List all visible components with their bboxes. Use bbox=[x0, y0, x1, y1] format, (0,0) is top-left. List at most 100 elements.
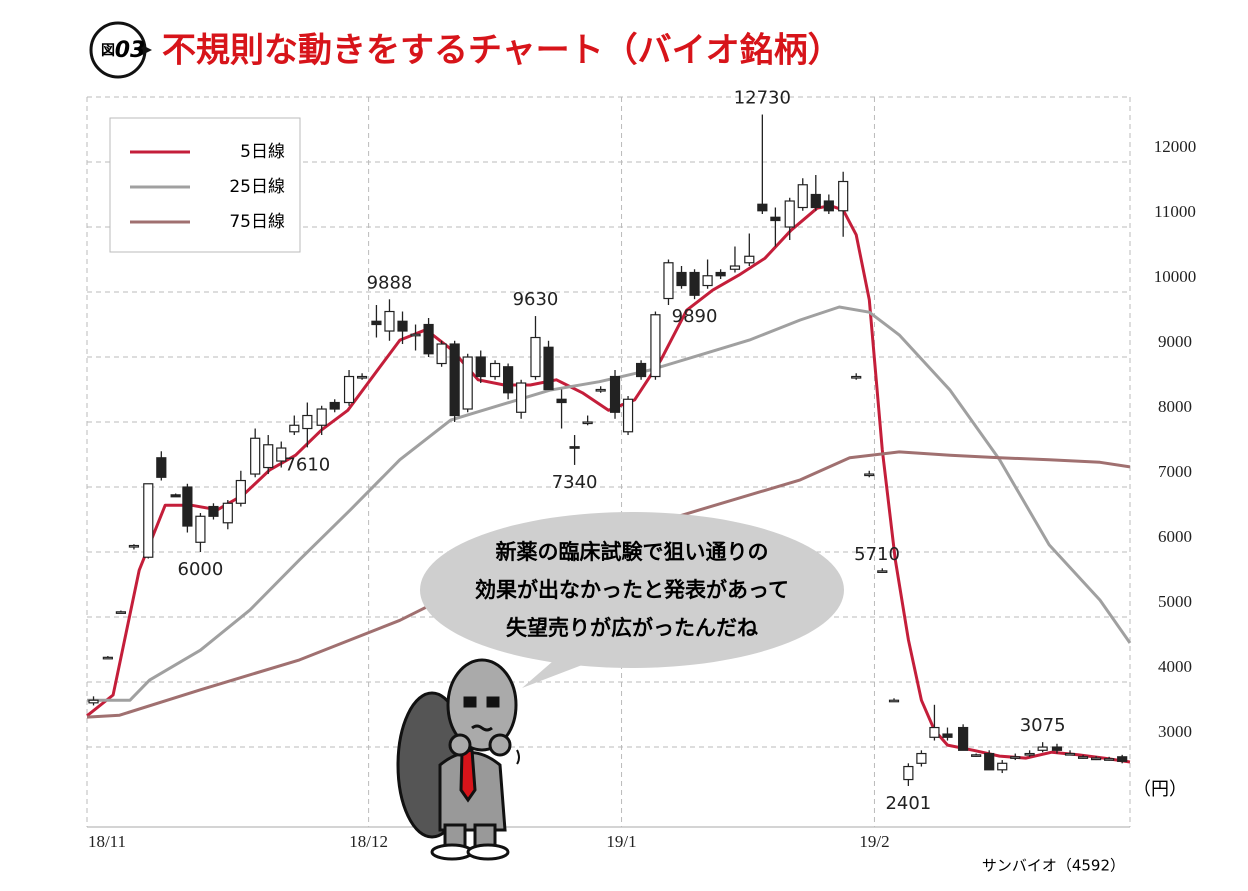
candle-body bbox=[971, 754, 982, 757]
shoe bbox=[466, 843, 510, 861]
candle-body bbox=[543, 346, 554, 391]
legend-label: 25日線 bbox=[229, 177, 285, 197]
candle-body bbox=[838, 180, 849, 212]
y-tick-label: 4000 bbox=[1158, 657, 1192, 676]
candle-body bbox=[556, 398, 567, 404]
candle-body bbox=[903, 765, 914, 781]
candle-body bbox=[276, 447, 287, 462]
candle-body bbox=[1117, 756, 1128, 762]
candle-body bbox=[797, 184, 808, 209]
candle-body bbox=[888, 699, 900, 703]
candle-body bbox=[143, 483, 154, 558]
candle-body bbox=[397, 320, 408, 332]
candle-body bbox=[1010, 756, 1021, 759]
candle-body bbox=[436, 343, 447, 365]
candle-body bbox=[595, 388, 606, 392]
y-tick-label: 12000 bbox=[1154, 137, 1197, 156]
candle-body bbox=[663, 262, 674, 300]
x-tick-label: 19/2 bbox=[859, 832, 889, 851]
shoe bbox=[430, 843, 474, 861]
candle-body bbox=[997, 762, 1008, 771]
candle-body bbox=[156, 457, 167, 478]
candle-body bbox=[102, 656, 113, 660]
candle-body bbox=[530, 336, 541, 378]
y-tick-label: 9000 bbox=[1158, 332, 1192, 351]
candle-body bbox=[128, 544, 140, 548]
annotation: 6000 bbox=[178, 559, 224, 580]
candle-body bbox=[343, 375, 355, 404]
candle-body bbox=[929, 726, 940, 738]
ma-line bbox=[86, 204, 1131, 764]
head bbox=[446, 658, 518, 752]
candle-body bbox=[715, 271, 726, 277]
candle-body bbox=[263, 444, 274, 469]
candle-body bbox=[770, 216, 781, 222]
candle-body bbox=[877, 570, 888, 573]
x-tick-label: 19/1 bbox=[606, 832, 636, 851]
candle-body bbox=[984, 752, 995, 771]
candle-body bbox=[489, 362, 501, 378]
annotation: 2401 bbox=[885, 793, 931, 814]
annotation: 9888 bbox=[367, 272, 413, 293]
candle-body bbox=[195, 515, 206, 543]
x-tick-label: 18/12 bbox=[349, 832, 388, 851]
candle-body bbox=[235, 479, 246, 504]
candle-body bbox=[1024, 752, 1035, 756]
source: サンバイオ（4592） bbox=[982, 857, 1125, 875]
y-tick-label: 3000 bbox=[1158, 722, 1192, 741]
candle-body bbox=[302, 414, 313, 430]
candle-body bbox=[182, 486, 193, 527]
eye bbox=[463, 696, 477, 708]
candle-body bbox=[1077, 756, 1089, 759]
candle-body bbox=[356, 375, 368, 379]
candle-body bbox=[676, 271, 687, 287]
candle-body bbox=[958, 726, 969, 751]
candle-body bbox=[569, 446, 580, 449]
candle-body bbox=[250, 437, 261, 475]
annotation: 5710 bbox=[854, 544, 900, 565]
badge-arrow bbox=[140, 44, 152, 56]
candle-body bbox=[864, 473, 875, 477]
y-tick-label: 7000 bbox=[1158, 462, 1192, 481]
candle-body bbox=[609, 375, 621, 413]
ma-line bbox=[86, 450, 1131, 719]
candle-body bbox=[582, 421, 593, 425]
speech-bubble: 新薬の臨床試験で狙い通りの 効果が出なかったと発表があって 失望売りが広がったん… bbox=[420, 512, 844, 688]
candle-body bbox=[1064, 752, 1076, 756]
candle-body bbox=[744, 255, 755, 264]
candle-body bbox=[851, 375, 862, 379]
candle-body bbox=[942, 733, 953, 738]
legend-label: 75日線 bbox=[229, 212, 285, 232]
candle-body bbox=[916, 752, 927, 764]
candle-body bbox=[650, 314, 661, 378]
bubble-text: 失望売りが広がったんだね bbox=[506, 616, 758, 640]
eye bbox=[486, 696, 500, 708]
candle-body bbox=[729, 265, 741, 270]
candle-body bbox=[384, 310, 395, 332]
sweat bbox=[516, 749, 520, 765]
candle-body bbox=[1091, 757, 1102, 761]
candle-body bbox=[410, 333, 421, 337]
candles bbox=[88, 114, 1128, 786]
y-tick-label: 11000 bbox=[1154, 202, 1196, 221]
candle-body bbox=[784, 200, 795, 228]
tie bbox=[459, 748, 477, 803]
bubble-text: 新薬の臨床試験で狙い通りの bbox=[496, 540, 769, 564]
candle-body bbox=[622, 398, 634, 433]
annotation: 9890 bbox=[672, 306, 718, 327]
annotation: 7610 bbox=[284, 454, 330, 475]
legend-label: 5日線 bbox=[240, 142, 285, 162]
annotation: 9630 bbox=[513, 289, 559, 310]
y-unit: （円） bbox=[1133, 779, 1187, 800]
candle-body bbox=[702, 275, 713, 287]
character bbox=[396, 658, 520, 861]
candle-body bbox=[115, 611, 126, 614]
x-tick-label: 18/11 bbox=[88, 832, 126, 851]
chart-title: 不規則な動きをするチャート（バイオ銘柄） bbox=[162, 31, 842, 71]
candle-body bbox=[423, 323, 434, 355]
candle-body bbox=[689, 271, 700, 296]
candle-body bbox=[170, 494, 181, 498]
candle-body bbox=[462, 356, 473, 410]
